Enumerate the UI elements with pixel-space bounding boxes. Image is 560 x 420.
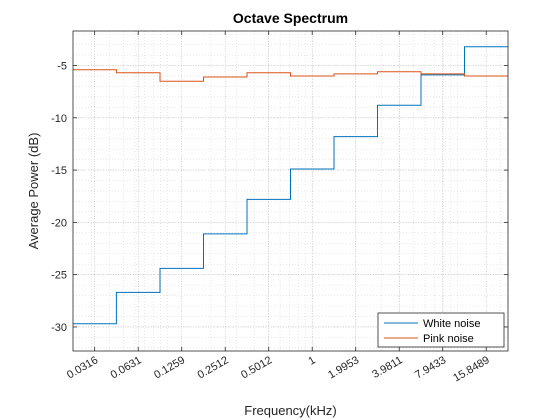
x-axis-label: Frequency(kHz)	[244, 403, 336, 418]
y-tick-label: -25	[51, 270, 67, 282]
legend-box	[377, 312, 505, 348]
y-tick-label: -20	[51, 217, 67, 229]
legend-label-pink-noise: Pink noise	[423, 333, 474, 345]
data-series	[73, 46, 508, 325]
y-tick-label: -15	[51, 165, 67, 177]
legend-label-white-noise: White noise	[423, 318, 480, 330]
grid-lines	[73, 31, 508, 351]
y-tick-label: -10	[51, 113, 67, 125]
x-tick-label: 1	[306, 354, 317, 367]
chart-title: Octave Spectrum	[233, 10, 348, 26]
y-axis-label: Average Power (dB)	[26, 133, 41, 250]
legend[interactable]: White noise Pink noise	[377, 312, 505, 348]
axes-box	[72, 30, 509, 352]
y-tick-label: -5	[57, 61, 67, 73]
series-line-pink-noise	[73, 69, 508, 82]
y-tick-label: -30	[51, 322, 67, 334]
series-line-white-noise	[73, 46, 508, 325]
